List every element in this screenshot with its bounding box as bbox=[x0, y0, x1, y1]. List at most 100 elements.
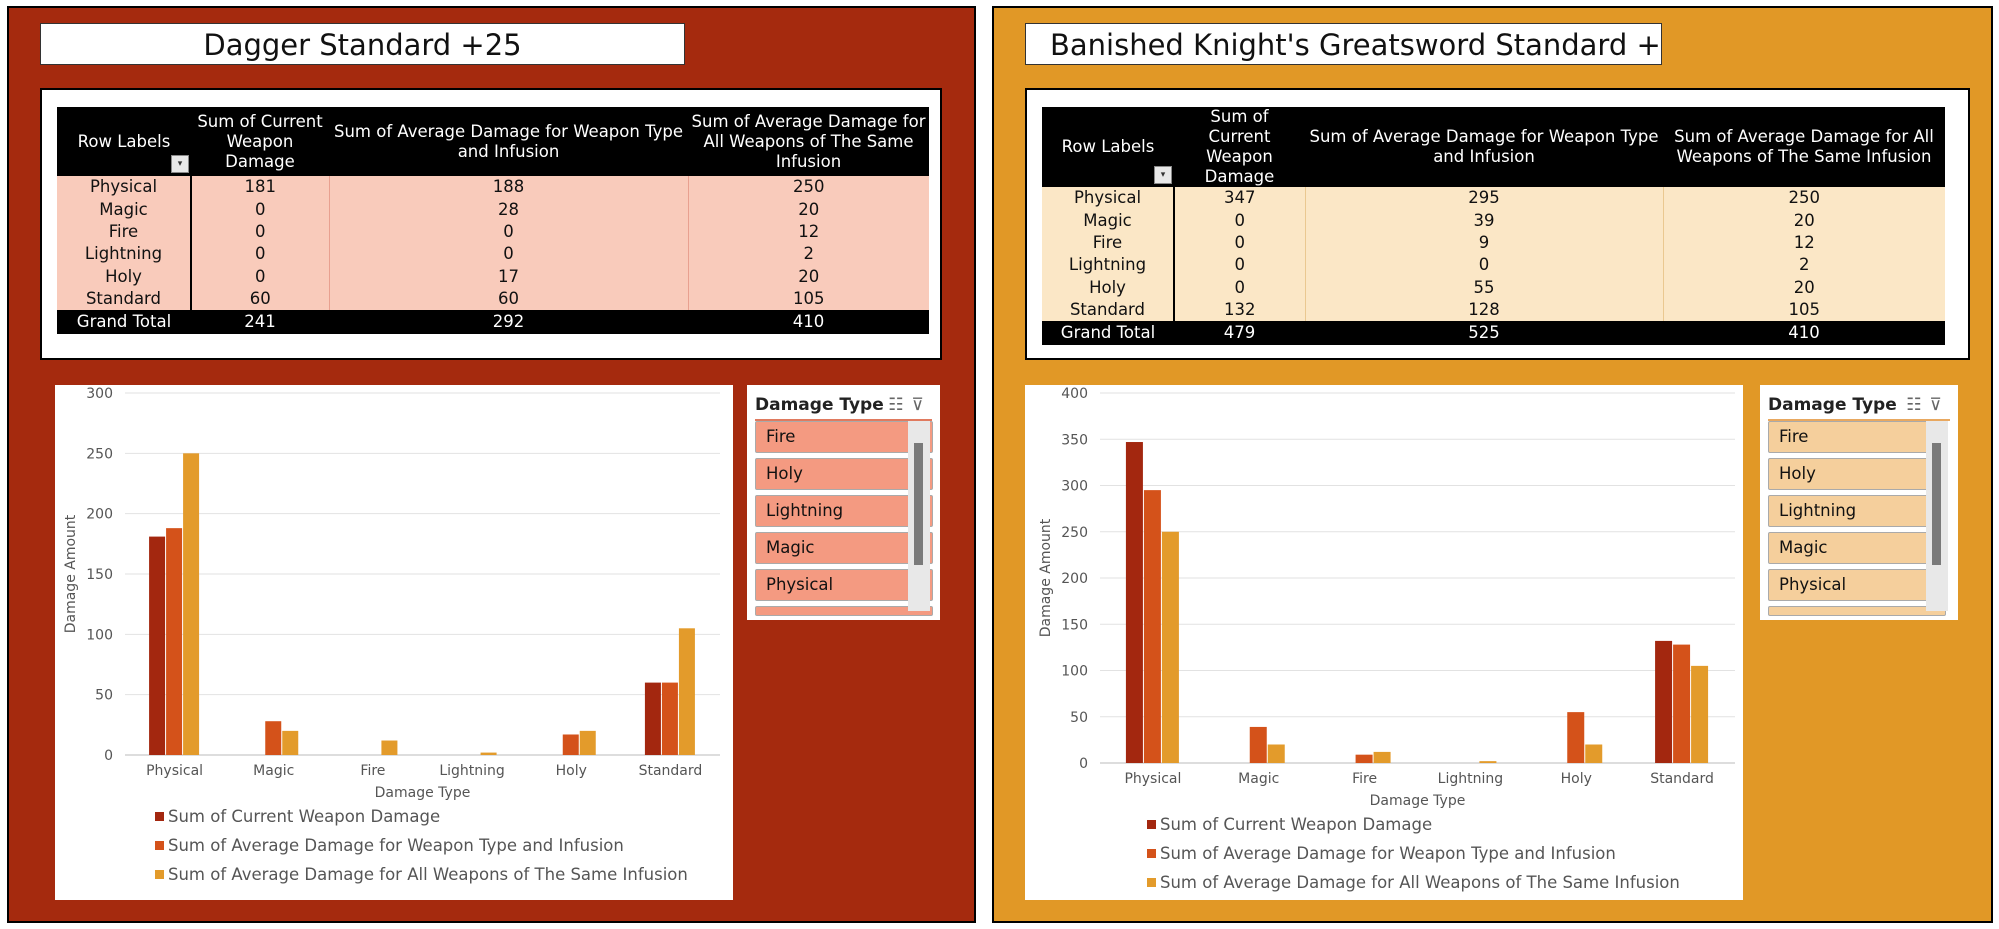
bar bbox=[562, 734, 579, 755]
scroll-thumb[interactable] bbox=[914, 443, 923, 565]
table-row[interactable]: Lightning 0 0 2 bbox=[57, 243, 929, 266]
table-cell: 39 bbox=[1305, 209, 1664, 232]
x-axis-title: Damage Type bbox=[375, 785, 471, 801]
bar bbox=[661, 682, 678, 755]
table-cell: 105 bbox=[1788, 300, 1821, 320]
y-tick-label: 300 bbox=[1061, 479, 1088, 495]
y-tick-label: 0 bbox=[1079, 756, 1088, 772]
total-cell: 241 bbox=[191, 310, 329, 335]
scroll-thumb[interactable] bbox=[1932, 443, 1941, 565]
total-cell: Grand Total bbox=[57, 310, 191, 335]
row-labels-filter-button[interactable]: ▾ bbox=[1154, 166, 1172, 184]
table-row[interactable]: Holy 0 55 20 bbox=[1042, 276, 1945, 299]
table-row[interactable]: Physical 347 295 250 bbox=[1042, 187, 1945, 210]
multi-select-icon[interactable]: ☷ bbox=[1906, 395, 1930, 415]
table-row[interactable]: Magic 0 28 20 bbox=[57, 198, 929, 221]
bar bbox=[265, 721, 282, 755]
table-cell: 0 bbox=[329, 220, 689, 244]
legend-label: Sum of Current Weapon Damage bbox=[1160, 815, 1433, 834]
table-cell: Holy bbox=[57, 265, 192, 288]
left-title: Dagger Standard +25 bbox=[40, 23, 685, 65]
slicer-item-partial[interactable] bbox=[755, 606, 933, 616]
table-cell: Holy bbox=[1042, 276, 1175, 299]
left-slicer-scrollbar[interactable] bbox=[908, 421, 930, 611]
legend-label: Sum of Average Damage for All Weapons of… bbox=[1160, 873, 1680, 892]
bar bbox=[1567, 712, 1585, 763]
total-cell: 410 bbox=[1663, 321, 1945, 346]
total-cell: 479 bbox=[1174, 321, 1305, 346]
slicer-item[interactable]: Holy bbox=[755, 458, 933, 490]
table-row[interactable]: Physical 181 188 250 bbox=[57, 176, 929, 199]
left-chart: 0 50 100 150 200 250 300 Physical Magic Fire Light… bbox=[55, 385, 733, 900]
bar bbox=[1143, 490, 1161, 763]
clear-filter-icon[interactable]: ⊽ bbox=[1929, 395, 1950, 415]
left-header-row-labels: Row Labels ▾ bbox=[57, 107, 191, 176]
bar bbox=[1585, 744, 1603, 763]
table-cell: 128 bbox=[1305, 298, 1664, 322]
y-tick-label: 300 bbox=[86, 386, 113, 402]
table-cell: Physical bbox=[1042, 187, 1175, 210]
slicer-item[interactable]: Magic bbox=[755, 532, 933, 564]
table-cell: 28 bbox=[329, 198, 689, 221]
legend-item: Sum of Average Damage for Weapon Type an… bbox=[155, 831, 688, 860]
table-row[interactable]: Magic 0 39 20 bbox=[1042, 209, 1945, 232]
slicer-item-partial[interactable] bbox=[1768, 606, 1946, 616]
table-cell: 2 bbox=[1799, 255, 1810, 275]
table-row[interactable]: Standard 60 60 105 bbox=[57, 287, 929, 311]
bar bbox=[1691, 665, 1709, 763]
left-slicer-list: Fire Holy Lightning Magic Physical bbox=[755, 421, 933, 620]
table-row[interactable]: Fire 0 9 12 bbox=[1042, 231, 1945, 255]
total-cell: Grand Total bbox=[1042, 321, 1174, 346]
table-cell: 20 bbox=[1793, 277, 1815, 297]
table-cell: 188 bbox=[329, 176, 689, 199]
legend-swatch bbox=[1147, 878, 1156, 887]
right-header-current: Sum of Current Weapon Damage bbox=[1174, 107, 1305, 187]
right-slicer-scrollbar[interactable] bbox=[1926, 421, 1948, 611]
legend-swatch bbox=[1147, 849, 1156, 858]
table-cell: 0 bbox=[1174, 276, 1306, 299]
y-tick-label: 200 bbox=[86, 507, 113, 523]
table-cell: 17 bbox=[329, 265, 689, 288]
left-chart-legend: Sum of Current Weapon Damage Sum of Avera… bbox=[155, 802, 688, 889]
table-cell: 2 bbox=[803, 244, 815, 264]
y-tick-label: 150 bbox=[86, 567, 113, 583]
bar bbox=[166, 528, 183, 755]
legend-swatch bbox=[155, 812, 164, 821]
table-row[interactable]: Standard 132 128 105 bbox=[1042, 298, 1945, 322]
legend-label: Sum of Average Damage for Weapon Type an… bbox=[1160, 844, 1616, 863]
table-cell: 0 bbox=[191, 243, 330, 266]
table-row[interactable]: Holy 0 17 20 bbox=[57, 265, 929, 288]
y-tick-label: 100 bbox=[1061, 664, 1088, 680]
slicer-item[interactable]: Fire bbox=[755, 421, 933, 453]
x-tick-label: Magic bbox=[253, 763, 294, 779]
table-cell: 250 bbox=[793, 177, 825, 197]
table-cell: 347 bbox=[1174, 187, 1306, 210]
multi-select-icon[interactable]: ☷ bbox=[888, 395, 912, 415]
x-tick-label: Standard bbox=[1650, 771, 1714, 787]
legend-item: Sum of Average Damage for Weapon Type an… bbox=[1147, 839, 1680, 868]
x-tick-label: Holy bbox=[556, 763, 587, 779]
y-tick-label: 350 bbox=[1061, 432, 1088, 448]
slicer-item[interactable]: Magic bbox=[1768, 532, 1946, 564]
table-cell: 60 bbox=[191, 287, 330, 311]
legend-swatch bbox=[155, 841, 164, 850]
slicer-item[interactable]: Lightning bbox=[1768, 495, 1946, 527]
clear-filter-icon[interactable]: ⊽ bbox=[911, 395, 932, 415]
slicer-item[interactable]: Physical bbox=[755, 569, 933, 601]
y-tick-label: 150 bbox=[1061, 617, 1088, 633]
table-cell: 250 bbox=[1788, 188, 1821, 208]
x-tick-label: Standard bbox=[639, 763, 703, 779]
row-labels-filter-button[interactable]: ▾ bbox=[171, 155, 189, 173]
table-cell: 132 bbox=[1174, 298, 1306, 322]
slicer-item[interactable]: Physical bbox=[1768, 569, 1946, 601]
x-tick-label: Fire bbox=[1352, 771, 1377, 787]
slicer-item[interactable]: Holy bbox=[1768, 458, 1946, 490]
table-cell: 0 bbox=[329, 243, 689, 266]
table-row[interactable]: Fire 0 0 12 bbox=[57, 220, 929, 244]
table-cell: 0 bbox=[191, 265, 330, 288]
slicer-item[interactable]: Fire bbox=[1768, 421, 1946, 453]
table-row[interactable]: Lightning 0 0 2 bbox=[1042, 254, 1945, 277]
table-cell: Magic bbox=[1042, 209, 1175, 232]
bar bbox=[381, 740, 398, 755]
slicer-item[interactable]: Lightning bbox=[755, 495, 933, 527]
